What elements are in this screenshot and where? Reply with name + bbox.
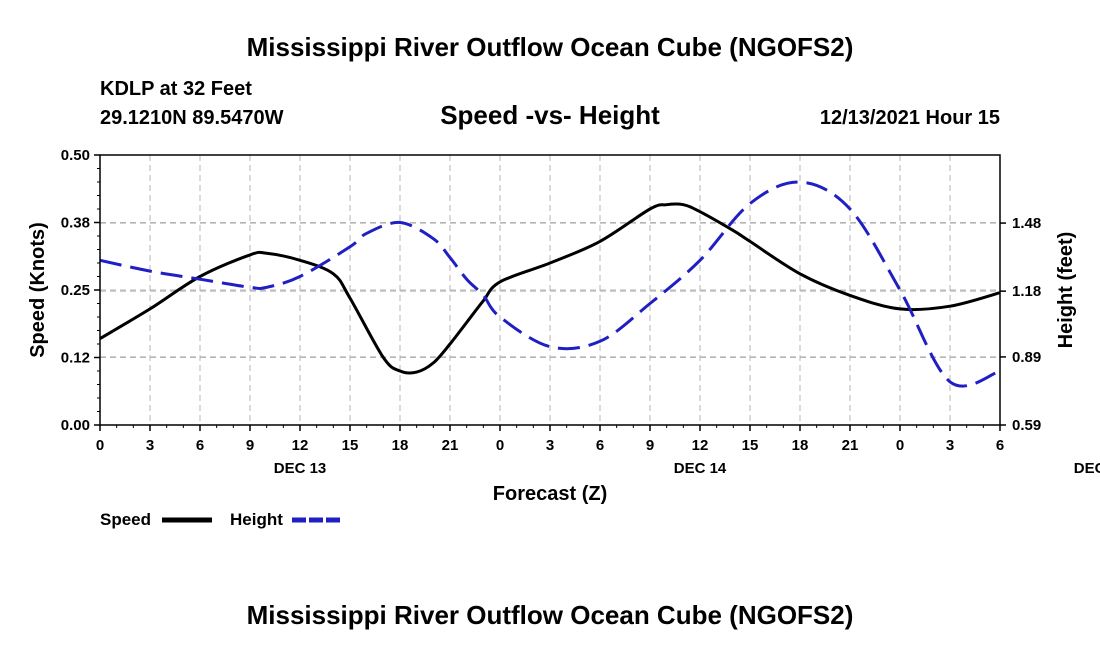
- legend: Speed Height: [100, 510, 342, 529]
- x-tick-label: 12: [692, 437, 709, 454]
- y-right-tick-label: 0.89: [1012, 349, 1041, 366]
- plot-frame: [99, 154, 1001, 426]
- x-tick-label: 3: [546, 437, 554, 454]
- chart-title: Speed -vs- Height: [440, 100, 660, 130]
- x-date-label: DEC 14: [674, 460, 727, 477]
- y-left-tick-label: 0.50: [61, 147, 90, 164]
- y-axis-left: 0.00 0.12 0.25 0.38 0.50: [61, 147, 100, 434]
- series-group: [99, 180, 1001, 388]
- page-title: Mississippi River Outflow Ocean Cube (NG…: [247, 32, 854, 62]
- x-tick-label: 6: [596, 437, 604, 454]
- series-line-height: [99, 180, 1001, 388]
- station-coords: 29.1210N 89.5470W: [100, 107, 284, 129]
- y-axis-right-label: Height (feet): [1055, 232, 1077, 349]
- page-title-repeat: Mississippi River Outflow Ocean Cube (NG…: [247, 600, 854, 630]
- x-tick-label: 0: [96, 437, 104, 454]
- y-left-tick-label: 0.12: [61, 350, 90, 367]
- x-tick-label: 21: [842, 437, 859, 454]
- x-date-label: DEC 13: [274, 460, 327, 477]
- x-tick-label: 21: [442, 437, 459, 454]
- y-left-tick-label: 0.38: [61, 215, 90, 232]
- x-tick-label: 6: [996, 437, 1004, 454]
- y-axis-right: 0.59 0.89 1.18 1.48: [1000, 215, 1041, 434]
- x-date-label: DEC 15: [1074, 460, 1100, 477]
- y-right-tick-label: 0.59: [1012, 417, 1041, 434]
- x-tick-label: 0: [496, 437, 504, 454]
- x-tick-label: 18: [392, 437, 409, 454]
- series-line-speed: [99, 202, 1001, 375]
- forecast-timestamp: 12/13/2021 Hour 15: [820, 107, 1000, 129]
- station-name: KDLP at 32 Feet: [100, 78, 252, 100]
- x-tick-label: 3: [946, 437, 954, 454]
- legend-label-speed: Speed: [100, 510, 151, 529]
- y-right-tick-label: 1.48: [1012, 215, 1041, 232]
- x-tick-label: 9: [646, 437, 654, 454]
- x-tick-label: 0: [896, 437, 904, 454]
- y-right-tick-label: 1.18: [1012, 283, 1041, 300]
- grid: [100, 154, 1000, 425]
- x-axis: 0 3 6 9 12 15 18 21 0 3 6 9 12 15 18 21 0 3 6 DEC 13 DEC 14 D…: [96, 425, 1100, 477]
- x-tick-label: 9: [246, 437, 254, 454]
- x-tick-label: 15: [342, 437, 359, 454]
- y-axis-left-label: Speed (Knots): [27, 222, 49, 358]
- y-left-tick-label: 0.00: [61, 417, 90, 434]
- x-tick-label: 12: [292, 437, 309, 454]
- x-tick-label: 6: [196, 437, 204, 454]
- x-tick-label: 18: [792, 437, 809, 454]
- x-tick-label: 3: [146, 437, 154, 454]
- x-axis-label: Forecast (Z): [493, 483, 607, 505]
- y-left-tick-label: 0.25: [61, 282, 90, 299]
- x-tick-label: 15: [742, 437, 759, 454]
- legend-label-height: Height: [230, 510, 283, 529]
